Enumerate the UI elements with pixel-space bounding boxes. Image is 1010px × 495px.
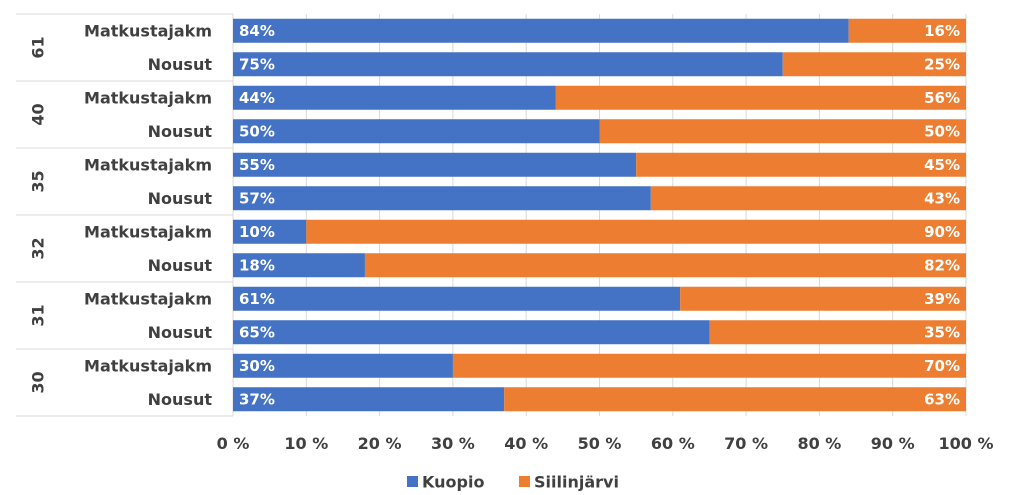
data-label: 90% — [924, 223, 960, 241]
x-tick-label: 100 % — [939, 434, 994, 453]
bar-segment-siilinjarvi — [848, 18, 966, 43]
data-label: 39% — [924, 290, 960, 308]
data-label: 30% — [239, 357, 275, 375]
data-label: 18% — [239, 256, 275, 274]
bar-segment-kuopio — [233, 152, 637, 177]
category-label: Matkustajakm — [84, 88, 212, 107]
bar-segment-kuopio — [233, 353, 453, 378]
legend-label: Siilinjärvi — [534, 473, 619, 492]
x-tick-label: 40 % — [504, 434, 548, 453]
data-label: 10% — [239, 223, 275, 241]
data-label: 50% — [239, 122, 275, 140]
group-label: 30 — [29, 371, 48, 393]
bar-segment-kuopio — [233, 286, 681, 311]
data-label: 84% — [239, 22, 275, 40]
data-label: 61% — [239, 290, 275, 308]
group-separators — [16, 13, 234, 417]
bar-segment-siilinjarvi — [452, 353, 966, 378]
data-label: 45% — [924, 156, 960, 174]
x-tick-label: 80 % — [797, 434, 841, 453]
data-label: 35% — [924, 323, 960, 341]
data-label: 43% — [924, 189, 960, 207]
category-label: Matkustajakm — [84, 289, 212, 308]
data-label: 57% — [239, 189, 275, 207]
data-label: 82% — [924, 256, 960, 274]
data-label: 44% — [239, 89, 275, 107]
category-label: Matkustajakm — [84, 155, 212, 174]
category-label: Nousut — [148, 122, 213, 141]
group-label: 32 — [29, 237, 48, 259]
x-tick-label: 70 % — [724, 434, 768, 453]
x-axis-ticks: 0 % 10 % 20 % 30 % 40 % 50 % 60 % 70 % 80 % 90 % 1… — [217, 434, 994, 453]
group-label: 35 — [29, 170, 48, 192]
group-label: 40 — [29, 103, 48, 125]
group-labels: 61 40 35 32 31 30 — [29, 36, 48, 393]
bar-segment-siilinjarvi — [650, 186, 966, 211]
category-label: Nousut — [148, 323, 213, 342]
data-label: 50% — [924, 122, 960, 140]
data-label: 65% — [239, 323, 275, 341]
category-label: Nousut — [148, 390, 213, 409]
x-tick-label: 90 % — [871, 434, 915, 453]
bars: 84% 16% 75% 25% 44% 56% 50% 50% 55% 45% 57% 43% 10% 9… — [233, 18, 966, 412]
group-label: 61 — [29, 36, 48, 58]
category-label: Nousut — [148, 189, 213, 208]
bar-segment-kuopio — [233, 219, 307, 244]
bar-segment-kuopio — [233, 18, 849, 43]
data-label: 63% — [924, 390, 960, 408]
data-label: 37% — [239, 390, 275, 408]
category-label: Nousut — [148, 55, 213, 74]
x-tick-label: 10 % — [284, 434, 328, 453]
x-tick-label: 60 % — [651, 434, 695, 453]
bar-segment-kuopio — [233, 320, 710, 345]
data-label: 25% — [924, 55, 960, 73]
bar-segment-siilinjarvi — [306, 219, 966, 244]
bar-segment-kuopio — [233, 253, 365, 278]
bar-segment-siilinjarvi — [364, 253, 966, 278]
bar-segment-siilinjarvi — [504, 387, 966, 412]
gridlines — [232, 14, 967, 416]
bar-segment-siilinjarvi — [599, 119, 966, 144]
bar-segment-siilinjarvi — [782, 52, 966, 77]
category-label: Nousut — [148, 256, 213, 275]
data-label: 75% — [239, 55, 275, 73]
x-tick-label: 20 % — [358, 434, 402, 453]
bar-segment-siilinjarvi — [555, 85, 966, 110]
legend-swatch — [519, 476, 530, 487]
bar-segment-kuopio — [233, 186, 651, 211]
data-label: 55% — [239, 156, 275, 174]
x-tick-label: 50 % — [578, 434, 622, 453]
legend-swatch — [407, 476, 418, 487]
bar-segment-siilinjarvi — [636, 152, 966, 177]
bar-segment-kuopio — [233, 387, 505, 412]
x-tick-label: 30 % — [431, 434, 475, 453]
x-tick-label: 0 % — [217, 434, 250, 453]
legend: Kuopio Siilinjärvi — [407, 473, 619, 492]
bar-segment-siilinjarvi — [709, 320, 966, 345]
data-label: 16% — [924, 22, 960, 40]
category-label: Matkustajakm — [84, 356, 212, 375]
bar-segment-kuopio — [233, 119, 600, 144]
data-label: 70% — [924, 357, 960, 375]
bar-segment-kuopio — [233, 52, 783, 77]
bar-segment-siilinjarvi — [680, 286, 966, 311]
bar-segment-kuopio — [233, 85, 556, 110]
category-label: Matkustajakm — [84, 21, 212, 40]
legend-label: Kuopio — [422, 473, 484, 492]
data-label: 56% — [924, 89, 960, 107]
category-labels: Matkustajakm Nousut Matkustajakm Nousut Matk… — [84, 21, 212, 409]
category-label: Matkustajakm — [84, 222, 212, 241]
group-label: 31 — [29, 304, 48, 326]
